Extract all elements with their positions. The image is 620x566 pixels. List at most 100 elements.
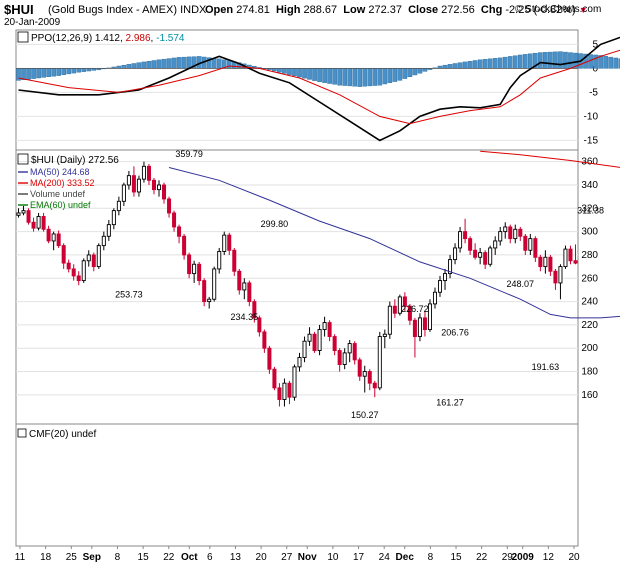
chart-date: 20-Jan-2009 xyxy=(4,17,61,28)
ppo-histogram-bar xyxy=(402,68,408,79)
ppo-histogram-bar xyxy=(543,52,548,69)
ppo-histogram-bar xyxy=(512,55,518,69)
ppo-histogram-bar xyxy=(618,58,620,69)
ppo-histogram-bar xyxy=(347,68,352,87)
candle xyxy=(367,371,372,384)
ppo-histogram-bar xyxy=(568,52,573,69)
candle xyxy=(563,248,568,268)
candle xyxy=(91,254,96,268)
candle xyxy=(146,165,151,181)
candle xyxy=(197,263,202,282)
candle xyxy=(242,282,247,291)
candle xyxy=(36,216,41,229)
ppo-tick-label: -5 xyxy=(589,87,598,98)
candle xyxy=(438,280,443,293)
price-tick-label: 220 xyxy=(581,320,598,331)
candle xyxy=(237,270,242,291)
ppo-histogram-bar xyxy=(598,55,603,69)
candle xyxy=(71,268,76,277)
price-annotation: 191.63 xyxy=(532,362,560,372)
ppo-histogram-bar xyxy=(31,68,36,79)
candle xyxy=(307,333,312,342)
candle xyxy=(558,266,563,284)
candle xyxy=(463,231,468,240)
candle xyxy=(302,340,307,358)
candle xyxy=(322,322,327,331)
price-annotation: 248.07 xyxy=(507,279,535,289)
candle xyxy=(162,184,167,200)
ma50-line xyxy=(168,167,620,319)
x-tick-label: 18 xyxy=(40,552,52,563)
ppo-legend-part: PPO(12,26,9) xyxy=(31,33,95,44)
x-tick-label: 11 xyxy=(15,552,26,563)
cmf-legend-text: CMF(20) undef xyxy=(29,429,96,440)
ppo-histogram-bar xyxy=(608,56,613,69)
ppo-histogram-bar xyxy=(136,62,142,69)
ppo-histogram-bar xyxy=(387,68,393,84)
ppo-histogram-bar xyxy=(141,61,147,69)
ppo-histogram-bar xyxy=(482,59,488,69)
ppo-histogram-bar xyxy=(447,64,453,69)
candle xyxy=(192,263,197,275)
price-annotation: 311.38 xyxy=(577,205,604,215)
ppo-histogram-bar xyxy=(322,68,327,83)
candle xyxy=(106,224,111,237)
ppo-histogram-bar xyxy=(377,68,383,86)
candle xyxy=(407,305,412,321)
candle xyxy=(402,296,407,307)
candle xyxy=(101,235,106,247)
candle xyxy=(538,256,543,268)
candle xyxy=(458,231,463,249)
ppo-histogram-bar xyxy=(61,68,66,75)
ppo-histogram-bar xyxy=(126,64,132,69)
high-label: High xyxy=(275,4,301,16)
candle xyxy=(548,256,553,272)
ppo-histogram-bar xyxy=(282,68,287,74)
candle xyxy=(227,234,232,251)
candle xyxy=(232,249,237,272)
candle xyxy=(157,184,162,191)
ppo-histogram-bar xyxy=(26,68,31,80)
x-tick-label: 8 xyxy=(428,552,434,563)
price-annotation: 206.76 xyxy=(441,327,469,337)
candle xyxy=(252,301,257,319)
candle xyxy=(76,275,81,282)
ppo-histogram-bar xyxy=(211,58,217,69)
candle xyxy=(317,329,322,351)
candle xyxy=(81,260,86,282)
candle xyxy=(41,216,46,230)
ppo-histogram-bar xyxy=(362,68,368,87)
stockcharts-credit[interactable]: © StockCharts.com xyxy=(515,4,602,15)
ppo-histogram-bar xyxy=(21,68,26,81)
ppo-histogram-bar xyxy=(603,56,608,69)
candle xyxy=(287,382,292,398)
candle xyxy=(347,343,352,354)
ppo-tick-label: -10 xyxy=(584,111,599,122)
price-annotation: 253.73 xyxy=(115,290,143,300)
candle xyxy=(337,350,342,365)
candle xyxy=(167,198,172,214)
ppo-legend-part: , xyxy=(151,33,157,44)
close-label: Close xyxy=(408,4,439,16)
ppo-histogram-bar xyxy=(367,68,373,87)
ppo-histogram-bar xyxy=(442,64,448,69)
candle xyxy=(342,352,347,365)
candle xyxy=(427,303,432,331)
ppo-histogram-bar xyxy=(81,68,87,72)
x-tick-label: 10 xyxy=(327,552,339,563)
ppo-histogram-bar xyxy=(558,51,563,69)
ppo-histogram-bar xyxy=(593,54,598,69)
candle xyxy=(312,333,317,351)
candle xyxy=(121,184,126,202)
price-panel: 360 340 320 300 280 260 240 220 200 180 160 359.79 2… xyxy=(15,149,620,425)
ppo-histogram-bar xyxy=(146,61,152,69)
x-tick-label: 20 xyxy=(256,552,268,563)
ppo-histogram-bar xyxy=(528,53,533,69)
ppo-histogram-bar xyxy=(292,68,297,77)
ppo-histogram-bar xyxy=(472,60,478,69)
candle xyxy=(422,317,427,331)
candle xyxy=(493,240,498,249)
x-tick-label: 24 xyxy=(379,552,391,563)
volume-legend-text: Volume undef xyxy=(30,189,86,199)
candle xyxy=(26,210,31,223)
